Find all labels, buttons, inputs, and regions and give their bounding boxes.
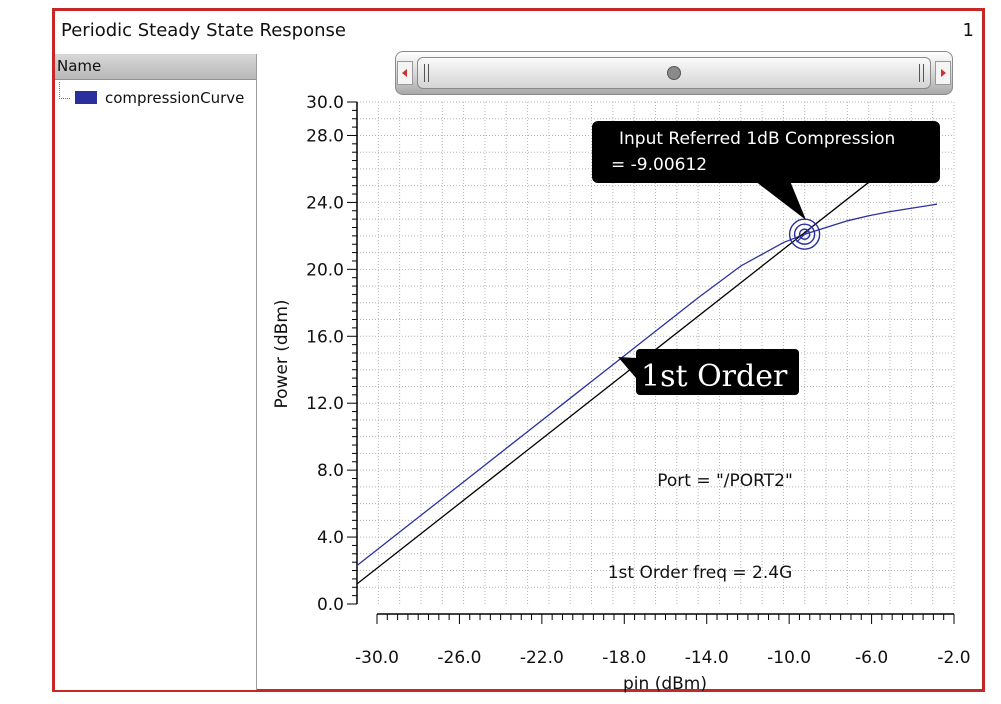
x-tick-label: -10.0 xyxy=(767,648,811,668)
x-tick-label: -26.0 xyxy=(437,648,481,668)
horizontal-scrollbar[interactable] xyxy=(395,51,953,95)
trace-panel-header[interactable]: Name xyxy=(55,54,256,80)
y-tick-label: 20.0 xyxy=(306,260,344,280)
tree-connector xyxy=(59,82,70,99)
first-order-callout: 1st Order xyxy=(618,349,799,395)
series-first-order xyxy=(356,181,870,585)
compression-marker xyxy=(788,218,821,250)
x-tick-label: -18.0 xyxy=(602,648,646,668)
trace-color-swatch xyxy=(75,91,97,104)
page-number: 1 xyxy=(962,20,974,41)
chart-minor-ticks xyxy=(347,101,955,624)
window-title: Periodic Steady State Response xyxy=(61,20,346,41)
title-bar: Periodic Steady State Response 1 xyxy=(55,11,982,51)
x-axis-label: pin (dBm) xyxy=(623,674,707,694)
compression-marker-ring-1 xyxy=(793,223,816,245)
trace-panel-group: ''''''''''' xyxy=(55,80,256,86)
trace-panel: Name ''''''''''' compressionCurve xyxy=(55,54,257,690)
port-label: Port = "/PORT2" xyxy=(657,471,793,491)
y-tick-labels: 0.0 4.0 8.0 12.0 16.0 20.0 24.0 28.0 30.0 xyxy=(306,93,344,615)
compression-marker-cross xyxy=(796,225,814,243)
arrow-right-icon xyxy=(941,69,946,77)
x-tick-label: -22.0 xyxy=(520,648,564,668)
thumb-knob-icon xyxy=(667,66,681,80)
x-tick-labels: -30.0 -26.0 -22.0 -18.0 -14.0 -10.0 -6.0 -2.0 xyxy=(355,648,971,668)
x-tick-label: -30.0 xyxy=(355,648,399,668)
y-tick-label: 28.0 xyxy=(306,126,344,146)
grip-left-icon xyxy=(424,64,429,82)
y-tick-label: 12.0 xyxy=(306,394,344,414)
trace-item-compression-curve[interactable]: compressionCurve xyxy=(55,82,256,110)
compression-label-line2: = -9.00612 xyxy=(611,155,707,175)
compression-marker-ring-0 xyxy=(788,218,821,250)
series-compression-curve xyxy=(356,203,938,567)
scroll-right-button[interactable] xyxy=(935,61,951,85)
arrow-left-icon xyxy=(402,69,407,77)
x-tick-label: -2.0 xyxy=(937,648,970,668)
scroll-left-button[interactable] xyxy=(397,61,413,85)
compression-callout: Input Referred 1dB Compression = -9.0061… xyxy=(592,121,940,220)
y-axis-label: Power (dBm) xyxy=(272,299,292,408)
y-tick-label: 0.0 xyxy=(317,595,344,615)
y-tick-label: 24.0 xyxy=(306,193,344,213)
trace-label: compressionCurve xyxy=(105,89,245,107)
first-order-label: 1st Order xyxy=(641,359,788,394)
freq-label: 1st Order freq = 2.4G xyxy=(608,563,793,583)
y-tick-label: 16.0 xyxy=(306,327,344,347)
y-tick-label: 30.0 xyxy=(306,93,344,113)
series-layer xyxy=(356,181,938,585)
compression-label-line1: Input Referred 1dB Compression xyxy=(619,129,895,149)
x-tick-label: -6.0 xyxy=(855,648,888,668)
scrollbar-thumb[interactable] xyxy=(417,57,931,89)
y-tick-label: 4.0 xyxy=(317,528,344,548)
y-tick-label: 8.0 xyxy=(317,461,344,481)
compression-marker-ring-2 xyxy=(798,228,811,240)
grip-right-icon xyxy=(919,64,924,82)
x-tick-label: -14.0 xyxy=(685,648,729,668)
